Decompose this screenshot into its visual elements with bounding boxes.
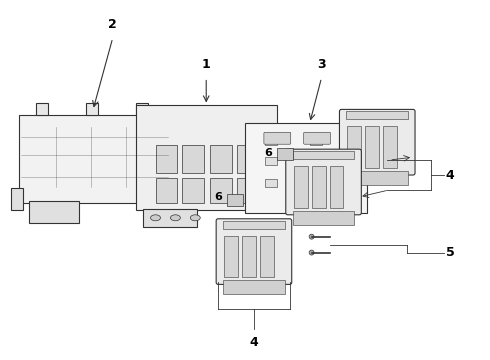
Bar bbox=[237, 145, 259, 173]
FancyBboxPatch shape bbox=[277, 148, 293, 160]
FancyBboxPatch shape bbox=[286, 149, 361, 215]
FancyBboxPatch shape bbox=[340, 109, 415, 175]
Bar bbox=[344, 179, 356, 187]
Ellipse shape bbox=[171, 215, 180, 221]
Bar bbox=[294, 166, 308, 208]
Bar bbox=[310, 179, 321, 187]
Bar bbox=[155, 178, 177, 203]
Text: 4: 4 bbox=[249, 336, 258, 348]
Bar bbox=[29, 201, 79, 223]
Bar bbox=[155, 145, 177, 173]
Circle shape bbox=[309, 234, 314, 239]
Bar bbox=[260, 236, 274, 278]
FancyBboxPatch shape bbox=[227, 194, 243, 206]
Bar bbox=[265, 137, 277, 145]
Bar bbox=[312, 166, 325, 208]
Bar bbox=[136, 105, 277, 210]
Bar bbox=[293, 211, 354, 225]
Bar bbox=[223, 221, 285, 229]
Bar bbox=[223, 280, 285, 294]
Bar bbox=[293, 151, 354, 159]
Ellipse shape bbox=[150, 215, 161, 221]
Bar bbox=[265, 179, 277, 187]
Bar bbox=[366, 126, 379, 168]
Text: 1: 1 bbox=[202, 58, 211, 71]
Bar bbox=[310, 157, 321, 165]
FancyBboxPatch shape bbox=[216, 219, 292, 284]
Text: 3: 3 bbox=[317, 58, 326, 71]
Bar bbox=[11, 188, 23, 210]
FancyBboxPatch shape bbox=[304, 132, 331, 144]
Bar bbox=[383, 126, 397, 168]
Bar bbox=[310, 137, 321, 145]
Bar bbox=[347, 126, 361, 168]
Bar bbox=[86, 103, 98, 115]
Text: 6: 6 bbox=[264, 148, 272, 158]
Bar bbox=[344, 137, 356, 145]
Text: 5: 5 bbox=[446, 246, 455, 259]
Bar bbox=[346, 111, 408, 120]
Bar bbox=[210, 178, 232, 203]
Text: 2: 2 bbox=[108, 18, 117, 31]
Text: 4: 4 bbox=[446, 168, 455, 181]
Bar bbox=[36, 103, 48, 115]
Bar bbox=[346, 171, 408, 185]
Bar bbox=[329, 166, 343, 208]
Bar bbox=[182, 145, 204, 173]
Bar bbox=[265, 157, 277, 165]
Text: 6: 6 bbox=[214, 192, 222, 202]
Bar bbox=[182, 178, 204, 203]
Bar bbox=[210, 145, 232, 173]
Bar bbox=[224, 236, 238, 278]
Bar bbox=[344, 157, 356, 165]
Bar bbox=[237, 178, 259, 203]
Bar bbox=[136, 103, 147, 115]
Bar bbox=[143, 209, 197, 227]
Bar bbox=[19, 115, 171, 203]
FancyBboxPatch shape bbox=[264, 132, 291, 144]
Ellipse shape bbox=[190, 215, 200, 221]
Polygon shape bbox=[245, 123, 368, 213]
Bar bbox=[242, 236, 256, 278]
Circle shape bbox=[309, 250, 314, 255]
